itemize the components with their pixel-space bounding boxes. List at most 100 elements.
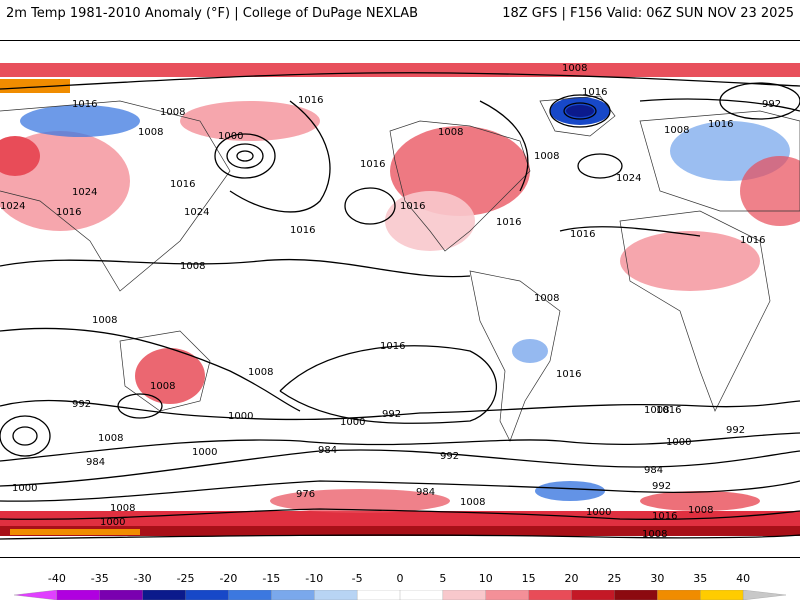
isobar-label: 1016: [652, 511, 677, 522]
isobar-label: 992: [440, 451, 459, 462]
legend-swatch: [185, 590, 230, 600]
isobar-label: 1008: [138, 127, 163, 138]
anomaly-cold-siberia: [20, 105, 140, 137]
legend-swatch: [528, 590, 573, 600]
isobar-label: 1008: [642, 529, 667, 540]
anomaly-warm-africa-north: [620, 231, 760, 291]
isobar-label: 1008: [664, 125, 689, 136]
legend-tick-label: 0: [396, 572, 404, 585]
isobar-label: 984: [644, 465, 663, 476]
isobar-label: 1008: [562, 63, 587, 74]
legend-swatch: [399, 590, 444, 600]
arctic-warm-band: [0, 63, 800, 77]
legend-swatch: [99, 590, 144, 600]
legend-tick-label: -40: [47, 572, 66, 585]
legend-swatch: [14, 590, 58, 600]
legend-tick-label: 5: [439, 572, 447, 585]
isobar-label: 1000: [100, 517, 125, 528]
isobar-label: 1016: [380, 341, 405, 352]
isobar-lines: [0, 72, 800, 540]
isobar-label: 992: [382, 409, 401, 420]
isobar-label: 992: [762, 99, 781, 110]
legend-tick-label: 25: [607, 572, 622, 585]
legend-tick-label: 35: [693, 572, 708, 585]
anomaly-warm-pacific-west: [0, 136, 40, 176]
isobar-label: 1000: [666, 437, 691, 448]
isobar-label: 1016: [170, 179, 195, 190]
isobar-label: 984: [416, 487, 435, 498]
coastlines: [0, 95, 800, 442]
arctic-hot-spot: [0, 79, 70, 93]
legend-tick-label: 40: [736, 572, 751, 585]
header: 2m Temp 1981-2010 Anomaly (°F) | College…: [0, 0, 800, 32]
anomaly-warm-russia: [740, 156, 800, 226]
isobar-label: 1008: [688, 505, 713, 516]
isobar-label: 1008: [460, 497, 485, 508]
legend-color-bar: [14, 590, 786, 600]
isobar-label: 1016: [298, 95, 323, 106]
isobar-label: 1016: [290, 225, 315, 236]
anomaly-warm-southern-ocean-2: [270, 489, 450, 513]
color-legend: -40 -35 -30 -25 -20 -15 -10 -5 0 5 10 15 20 25 30 35 40: [0, 568, 800, 600]
isobar-label: 1008: [150, 381, 175, 392]
isobar-label: 984: [318, 445, 337, 456]
antarctic-hot-spot: [10, 529, 140, 535]
legend-tick-label: -20: [219, 572, 238, 585]
legend-swatch: [228, 590, 272, 600]
legend-tick-label: -15: [262, 572, 281, 585]
legend-swatch: [271, 590, 315, 600]
isobar-label: 992: [652, 481, 671, 492]
isobar-label: 1008: [644, 405, 669, 416]
isobar-label: 1000: [12, 483, 37, 494]
legend-swatch: [571, 590, 616, 600]
legend-tick-label: -30: [133, 572, 152, 585]
isobar-labels: 1008 1016 992 1016 1008 1000 1016 1008 1…: [0, 63, 781, 540]
isobar-label: 1008: [534, 151, 559, 162]
legend-tick-label: 15: [521, 572, 536, 585]
isobar-label: 1016: [656, 405, 681, 416]
isobar-label: 1016: [708, 119, 733, 130]
isobar-label: 1000: [228, 411, 253, 422]
isobar-label: 1008: [98, 433, 123, 444]
legend-swatch: [56, 590, 101, 600]
anomaly-warm-alaska: [180, 101, 320, 141]
isobar-label: 1008: [438, 127, 463, 138]
map-title: 2m Temp 1981-2010 Anomaly (°F) | College…: [6, 6, 419, 21]
isobar-label: 1016: [56, 207, 81, 218]
isobar-label: 992: [726, 425, 745, 436]
legend-swatch: [442, 590, 487, 600]
isobar-label: 1016: [570, 229, 595, 240]
isobar-label: 1016: [360, 159, 385, 170]
isobar-label: 1000: [218, 131, 243, 142]
legend-tick-labels: -40 -35 -30 -25 -20 -15 -10 -5 0 5 10 15 20 25 30 35 40: [0, 572, 800, 586]
legend-swatch: [485, 590, 530, 600]
isobar-label: 1008: [110, 503, 135, 514]
isobar-label: 976: [296, 489, 315, 500]
antarctic-core: [0, 526, 800, 536]
legend-tick-label: -10: [305, 572, 324, 585]
isobar-label: 992: [72, 399, 91, 410]
legend-tick-label: -5: [351, 572, 363, 585]
isobar-label: 1016: [740, 235, 765, 246]
isobar-label: 1024: [616, 173, 641, 184]
isobar-label: 1008: [92, 315, 117, 326]
legend-swatch: [700, 590, 744, 600]
isobar-label: 1008: [534, 293, 559, 304]
isobar-label: 1024: [72, 187, 97, 198]
legend-swatch: [356, 590, 401, 600]
legend-tick-label: 30: [650, 572, 665, 585]
legend-swatch: [742, 590, 786, 600]
legend-swatch: [614, 590, 658, 600]
isobar-label: 1000: [192, 447, 217, 458]
legend-swatch: [142, 590, 187, 600]
legend-swatch: [314, 590, 358, 600]
anomaly-warm-australia: [135, 348, 205, 404]
legend-tick-label: -35: [90, 572, 109, 585]
anomaly-warm-us-south: [385, 191, 475, 251]
isobar-label: 1016: [496, 217, 521, 228]
anomaly-cold-southern-ocean: [535, 481, 605, 501]
isobar-label: 1000: [340, 417, 365, 428]
isobar-label: 1016: [72, 99, 97, 110]
model-run-info: 18Z GFS | F156 Valid: 06Z SUN NOV 23 202…: [502, 6, 794, 21]
legend-tick-label: 10: [478, 572, 493, 585]
